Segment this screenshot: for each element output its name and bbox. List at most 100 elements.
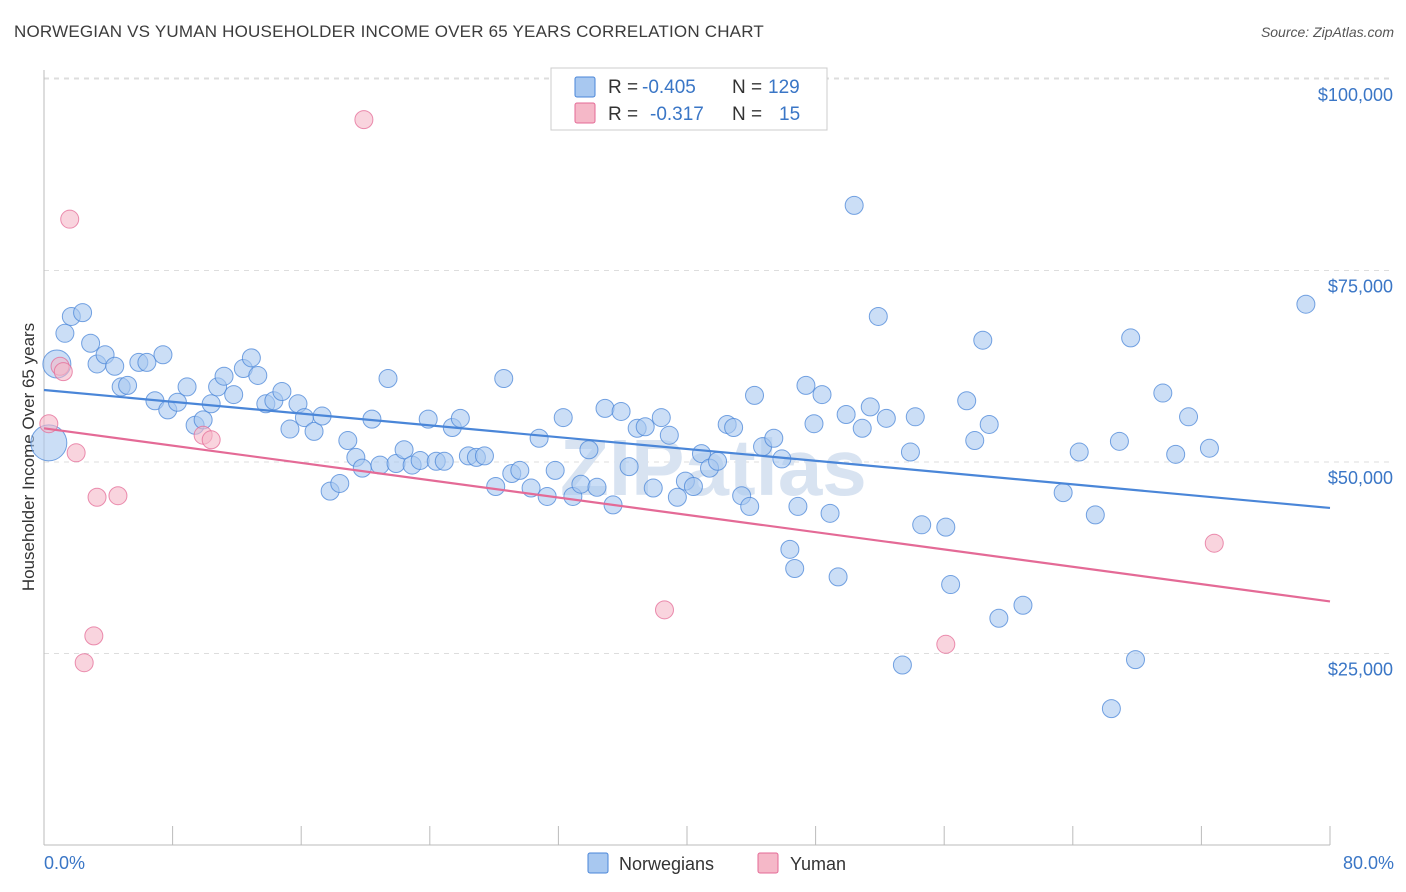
point-norwegians	[1153, 383, 1173, 403]
point-norwegians	[667, 487, 687, 507]
point-norwegians	[338, 431, 358, 451]
chart-title: NORWEGIAN VS YUMAN HOUSEHOLDER INCOME OV…	[14, 22, 764, 41]
y-tick-label: $25,000	[1328, 660, 1393, 680]
data-points	[30, 110, 1316, 719]
point-norwegians	[912, 515, 932, 535]
point-norwegians	[619, 457, 639, 477]
point-norwegians	[780, 539, 800, 559]
point-norwegians	[545, 460, 565, 480]
point-norwegians	[272, 382, 292, 402]
point-yuman	[108, 486, 128, 506]
y-tick-label: $50,000	[1328, 468, 1393, 488]
legend-swatch-yuman-bottom	[757, 852, 779, 874]
legend-swatch-norwegians-bottom	[587, 852, 609, 874]
point-norwegians	[378, 369, 398, 389]
x-tick-label-max: 80.0%	[1343, 853, 1394, 873]
point-norwegians	[434, 451, 454, 471]
point-norwegians	[820, 503, 840, 523]
legend-swatch-yuman	[574, 102, 596, 124]
legend-r-label-1: R =	[608, 77, 638, 98]
point-norwegians	[1085, 505, 1105, 525]
point-norwegians	[474, 446, 494, 466]
point-norwegians	[860, 397, 880, 417]
point-yuman	[936, 634, 956, 654]
point-norwegians	[708, 451, 728, 471]
point-yuman	[66, 443, 86, 463]
point-norwegians	[81, 333, 101, 353]
point-norwegians	[352, 458, 372, 478]
point-yuman	[60, 209, 80, 229]
trend-lines	[43, 388, 1331, 603]
point-norwegians	[571, 474, 591, 494]
point-norwegians	[936, 517, 956, 537]
point-norwegians	[724, 418, 744, 438]
point-norwegians	[651, 408, 671, 428]
point-norwegians	[1069, 442, 1089, 462]
point-norwegians	[241, 348, 261, 368]
point-norwegians	[280, 419, 300, 439]
point-yuman	[201, 430, 221, 450]
point-norwegians	[900, 442, 920, 462]
legend-n-value-2: 15	[779, 104, 800, 125]
legend-r-label-2: R =	[608, 104, 638, 125]
point-norwegians	[105, 356, 125, 376]
legend-label-norwegians: Norwegians	[619, 854, 714, 874]
point-yuman	[84, 626, 104, 646]
point-norwegians	[118, 375, 138, 395]
x-tick-label-min: 0.0%	[44, 853, 85, 873]
series-legend: Norwegians Yuman	[587, 852, 846, 874]
point-norwegians	[1166, 444, 1186, 464]
point-norwegians	[214, 366, 234, 386]
point-norwegians	[844, 195, 864, 215]
point-norwegians	[876, 408, 896, 428]
point-norwegians	[510, 460, 530, 480]
point-norwegians	[1013, 595, 1033, 615]
point-norwegians	[1179, 407, 1199, 427]
point-norwegians	[643, 478, 663, 498]
trend-line-norwegians	[43, 388, 1331, 510]
point-norwegians	[965, 431, 985, 451]
point-norwegians	[486, 477, 506, 497]
point-norwegians	[740, 496, 760, 516]
trend-line-yuman	[43, 427, 1331, 603]
legend-n-label-1: N =	[732, 77, 762, 98]
point-norwegians	[553, 408, 573, 428]
point-norwegians	[177, 377, 197, 397]
legend-n-label-2: N =	[732, 104, 762, 125]
point-norwegians	[1101, 699, 1121, 719]
point-norwegians	[804, 414, 824, 434]
point-norwegians	[989, 608, 1009, 628]
point-yuman	[74, 653, 94, 673]
point-norwegians	[957, 391, 977, 411]
point-norwegians	[764, 428, 784, 448]
point-norwegians	[370, 455, 390, 475]
y-tick-label: $75,000	[1328, 277, 1393, 297]
point-norwegians	[905, 407, 925, 427]
point-norwegians	[852, 418, 872, 438]
point-norwegians	[137, 352, 157, 372]
point-norwegians	[785, 558, 805, 578]
y-axis-label: Householder Income Over 65 years	[19, 323, 38, 591]
point-norwegians	[892, 655, 912, 675]
point-norwegians	[330, 473, 350, 493]
legend-r-value-1: -0.405	[642, 77, 696, 98]
point-norwegians	[450, 408, 470, 428]
point-norwegians	[595, 398, 615, 418]
y-axis-tick-labels: $25,000 $50,000 $75,000 $100,000	[1318, 85, 1393, 680]
point-norwegians	[788, 496, 808, 516]
point-yuman	[87, 487, 107, 507]
point-norwegians	[828, 567, 848, 587]
point-norwegians	[973, 330, 993, 350]
point-norwegians	[224, 385, 244, 405]
point-norwegians	[153, 345, 173, 365]
point-norwegians	[836, 405, 856, 425]
point-norwegians	[1125, 650, 1145, 670]
point-yuman	[354, 110, 374, 130]
point-norwegians	[418, 409, 438, 429]
point-norwegians	[587, 477, 607, 497]
point-norwegians	[304, 421, 324, 441]
point-norwegians	[611, 401, 631, 421]
point-norwegians	[579, 440, 599, 460]
legend-n-value-1: 129	[768, 77, 800, 98]
